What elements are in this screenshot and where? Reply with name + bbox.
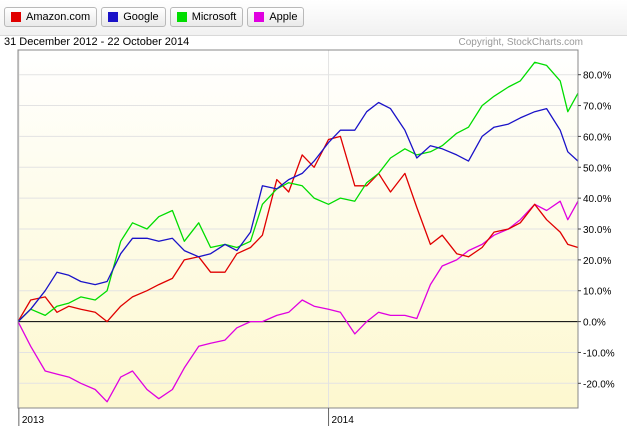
copyright: Copyright, StockCharts.com: [458, 37, 584, 48]
grid: [18, 50, 578, 408]
legend-swatch-amazon: [11, 12, 21, 22]
legend-item-google[interactable]: Google: [101, 7, 166, 27]
series-layer: [17, 61, 579, 403]
legend-swatch-microsoft: [176, 12, 187, 22]
legend: Amazon.com Google Microsoft Apple: [4, 7, 305, 27]
legend-swatch-apple: [254, 12, 265, 22]
legend-label-amazon: Amazon.com: [26, 11, 91, 23]
y-tick-label: -20.0%: [583, 379, 615, 390]
legend-item-microsoft[interactable]: Microsoft: [169, 7, 244, 27]
y-tick-label: 30.0%: [583, 225, 611, 236]
legend-label-microsoft: Microsoft: [191, 11, 237, 23]
y-tick-label: 80.0%: [583, 71, 611, 82]
series-line-amazon-com: [17, 135, 579, 323]
x-tick-label: 2013: [22, 415, 45, 426]
legend-item-amazon[interactable]: Amazon.com: [4, 7, 98, 27]
legend-label-google: Google: [123, 11, 159, 23]
y-axis: 80.0% 70.0% 60.0% 50.0% 40.0% 30.0% 20.0% 10.0%…: [578, 71, 615, 390]
legend-label-apple: Apple: [269, 11, 298, 23]
legend-bar: Amazon.com Google Microsoft Apple: [0, 0, 627, 36]
y-tick-label: 70.0%: [583, 102, 611, 113]
y-tick-label: -10.0%: [583, 348, 615, 359]
x-tick-label: 2014: [332, 415, 355, 426]
y-tick-label: 10.0%: [583, 287, 611, 298]
y-tick-label: 20.0%: [583, 256, 611, 267]
series-line-microsoft: [17, 61, 579, 323]
series-line-google: [17, 101, 579, 323]
x-axis: 2013 2014: [18, 408, 355, 426]
y-tick-label: 40.0%: [583, 194, 611, 205]
y-tick-label: 50.0%: [583, 163, 611, 174]
legend-item-apple[interactable]: Apple: [247, 7, 305, 27]
legend-swatch-google: [108, 12, 119, 22]
date-range: 31 December 2012 - 22 October 2014: [4, 36, 190, 48]
y-tick-label: 0.0%: [583, 318, 606, 329]
y-tick-label: 60.0%: [583, 132, 611, 143]
